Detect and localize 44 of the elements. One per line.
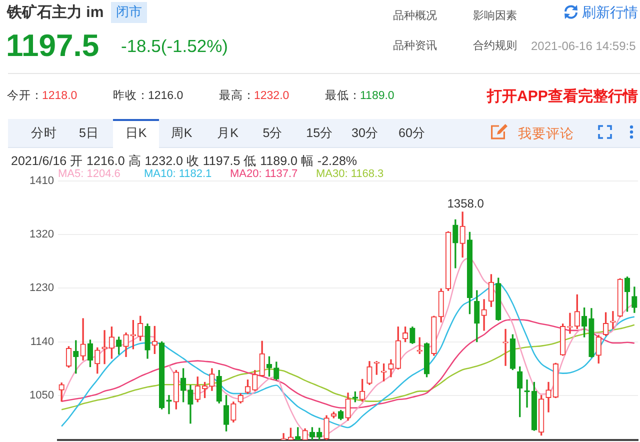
text: MA30: 1168.3	[316, 168, 384, 181]
text: 打开APP查看完整行情	[487, 88, 638, 106]
text: 昨收：	[113, 90, 149, 104]
candlestick	[567, 312, 573, 334]
chart-subtitle: 2021/6/16 开 1216.0 高 1232.0 收 1197.5 低 1189.0 幅 -2.28%	[11, 154, 358, 168]
text: MA10: 1182.1	[144, 168, 212, 181]
y-tick-label: 1140	[30, 336, 54, 348]
candlestick	[102, 330, 108, 364]
text: 15分	[306, 126, 334, 140]
text: 30分	[352, 126, 378, 140]
text: 周K	[170, 126, 192, 140]
text: 日K	[125, 126, 147, 140]
text: 今开：	[7, 90, 43, 104]
text: 2021-06-16 14:59:5	[531, 39, 636, 54]
annotation: 1358.0	[447, 196, 484, 210]
candlestick	[481, 299, 487, 331]
text: 最高：	[219, 90, 255, 104]
candlestick	[502, 328, 508, 366]
text: 最低：	[325, 90, 361, 104]
text: 1189.0	[360, 90, 394, 104]
chart-title: 铁矿石主力 im	[7, 4, 104, 22]
text: MA5: 1204.6	[58, 168, 120, 181]
text: 分时	[31, 126, 57, 140]
text: 5分	[262, 126, 283, 140]
text: 1232.0	[254, 90, 290, 104]
text: 5日	[79, 126, 99, 140]
text: MA20: 1137.7	[230, 168, 298, 181]
text: 60分	[398, 126, 426, 140]
y-tick-label: 1050	[30, 389, 54, 402]
y-tick-label: 1410	[30, 175, 54, 188]
text: 我要评论	[518, 126, 574, 142]
text: 刷新行情	[582, 4, 638, 20]
text: 1216.0	[148, 90, 184, 104]
y-tick-label: 1320	[30, 228, 54, 241]
text: -18.5(-1.52%)	[121, 36, 228, 56]
text: 品种资讯	[393, 40, 437, 53]
text: 1218.0	[42, 90, 78, 104]
text: 月K	[217, 126, 238, 140]
text: 闭市	[111, 2, 147, 23]
text: 合约规则	[473, 40, 517, 53]
text: 影响因素	[473, 10, 517, 23]
text: 品种概况	[393, 10, 437, 23]
text: 1197.5	[6, 28, 100, 63]
y-tick-label: 1230	[30, 282, 54, 294]
